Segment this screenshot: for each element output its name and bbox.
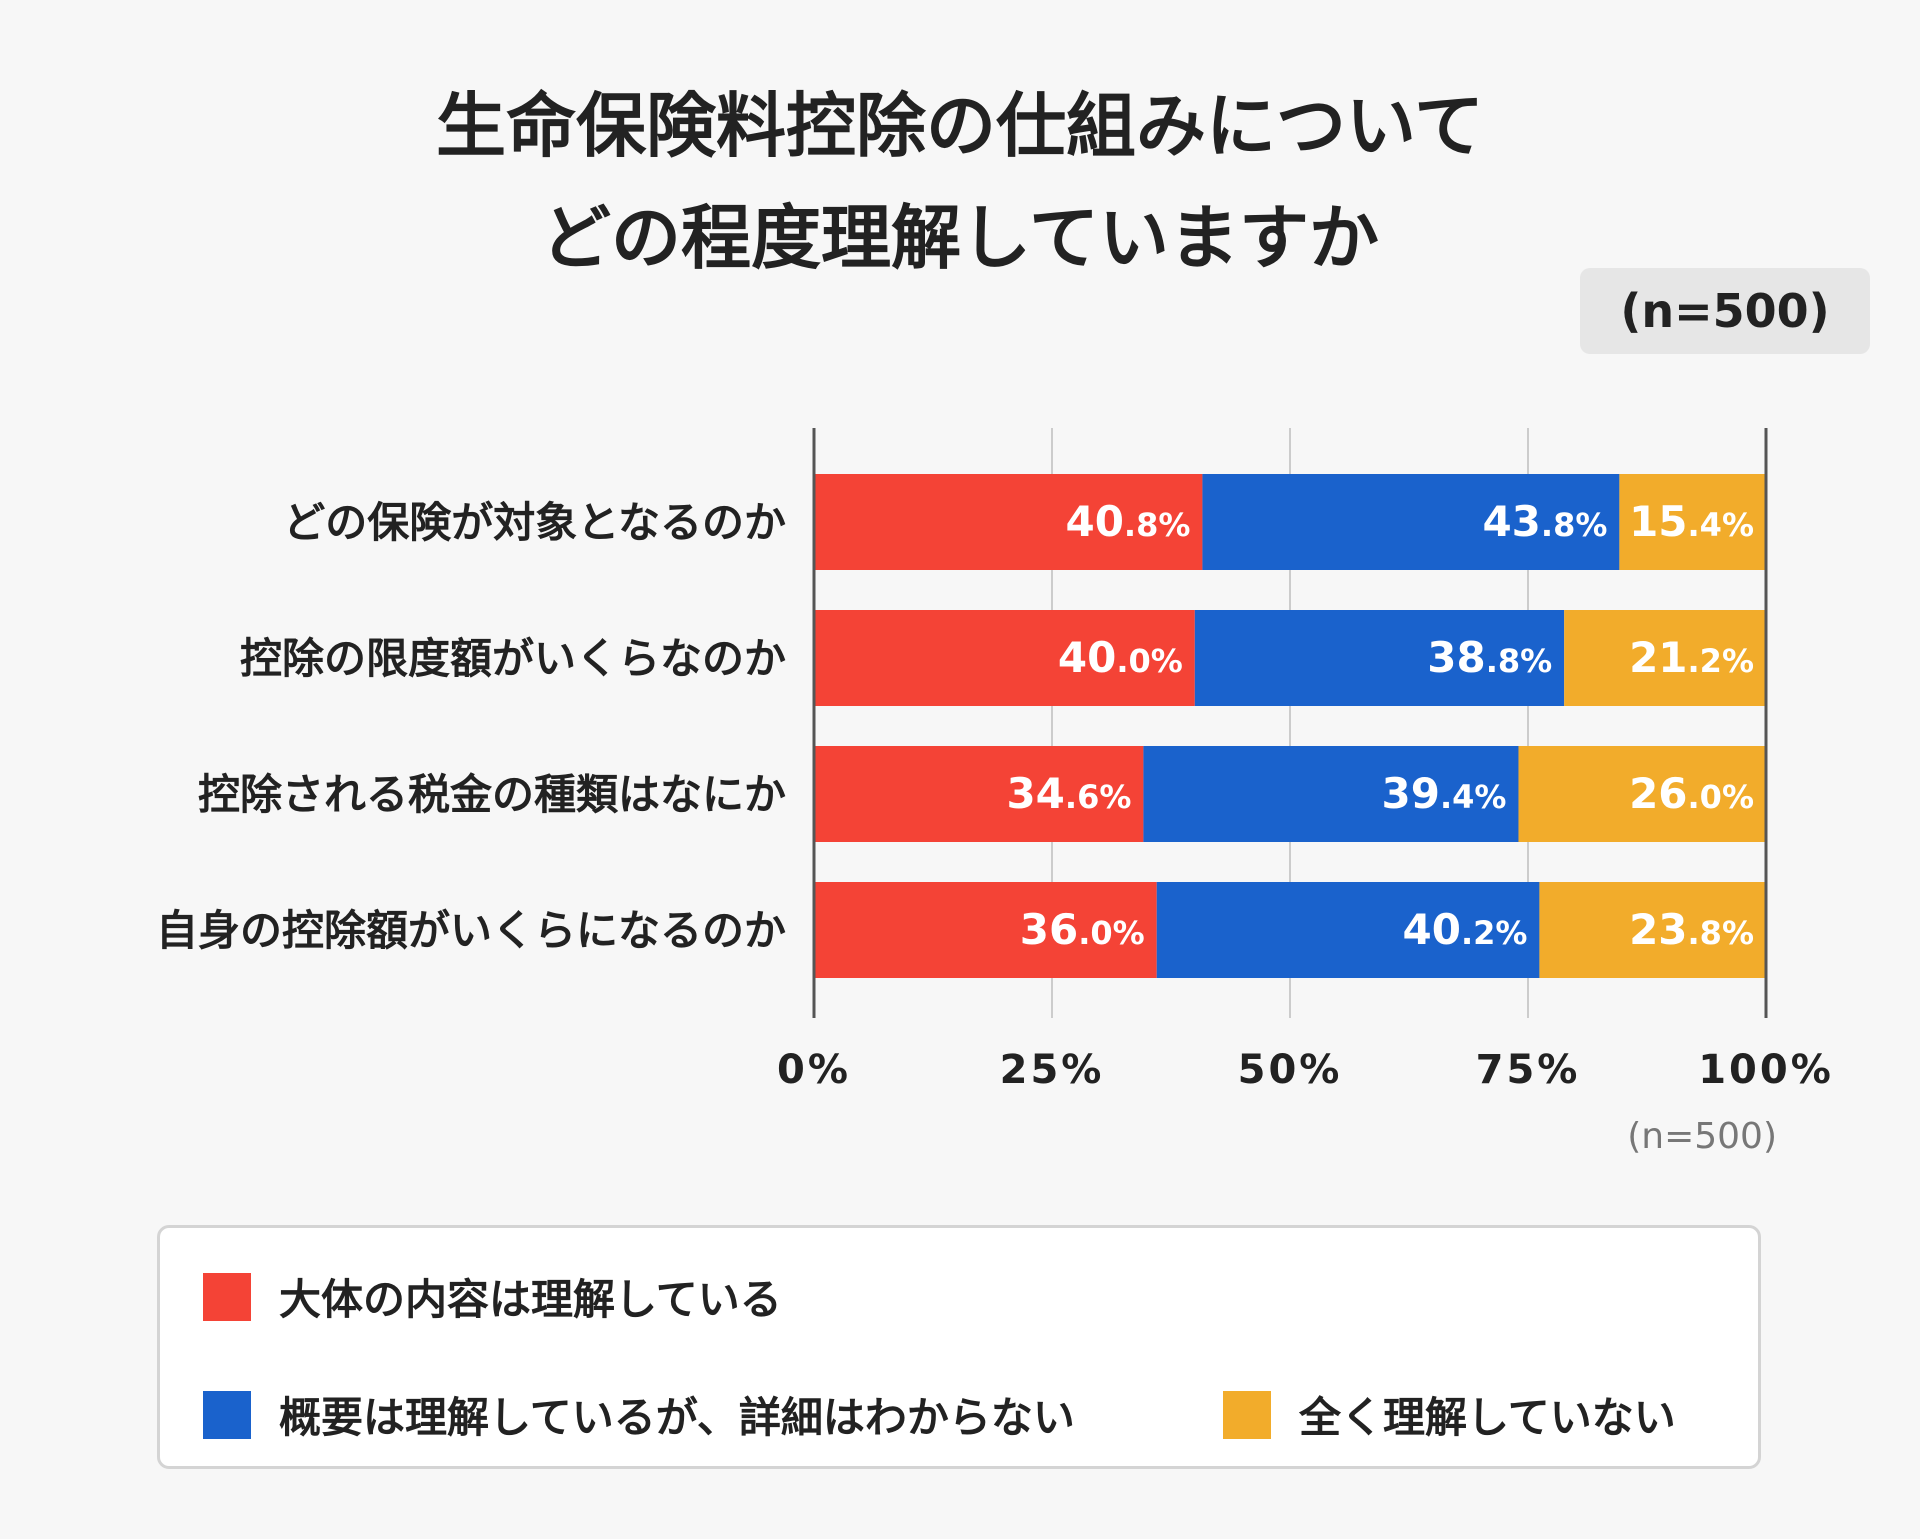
- category-label: 自身の控除額がいくらになるのか: [156, 906, 786, 955]
- category-label: どの保険が対象となるのか: [283, 498, 786, 547]
- sample-size-note: (n=500): [1627, 1116, 1777, 1157]
- legend-label-partial: 概要は理解しているが、詳細はわからない: [279, 1384, 1075, 1445]
- category-label: 控除の限度額がいくらなのか: [240, 634, 786, 683]
- legend-item-understand: 大体の内容は理解している: [203, 1266, 782, 1327]
- legend-item-partial: 概要は理解しているが、詳細はわからない: [203, 1384, 1075, 1445]
- x-tick-label: 50%: [1238, 1047, 1343, 1093]
- legend-swatch-red: [203, 1273, 251, 1321]
- x-tick-label: 100%: [1698, 1047, 1834, 1093]
- legend-item-none: 全く理解していない: [1223, 1384, 1676, 1445]
- legend-label-none: 全く理解していない: [1299, 1384, 1676, 1445]
- legend-swatch-yellow: [1223, 1391, 1271, 1439]
- legend: 大体の内容は理解している 概要は理解しているが、詳細はわからない 全く理解してい…: [157, 1225, 1761, 1469]
- x-tick-label: 75%: [1476, 1047, 1581, 1093]
- x-tick-label: 25%: [1000, 1047, 1105, 1093]
- legend-label-understand: 大体の内容は理解している: [279, 1266, 782, 1327]
- category-label: 控除される税金の種類はなにか: [198, 770, 786, 819]
- legend-swatch-blue: [203, 1391, 251, 1439]
- x-tick-label: 0%: [777, 1047, 851, 1093]
